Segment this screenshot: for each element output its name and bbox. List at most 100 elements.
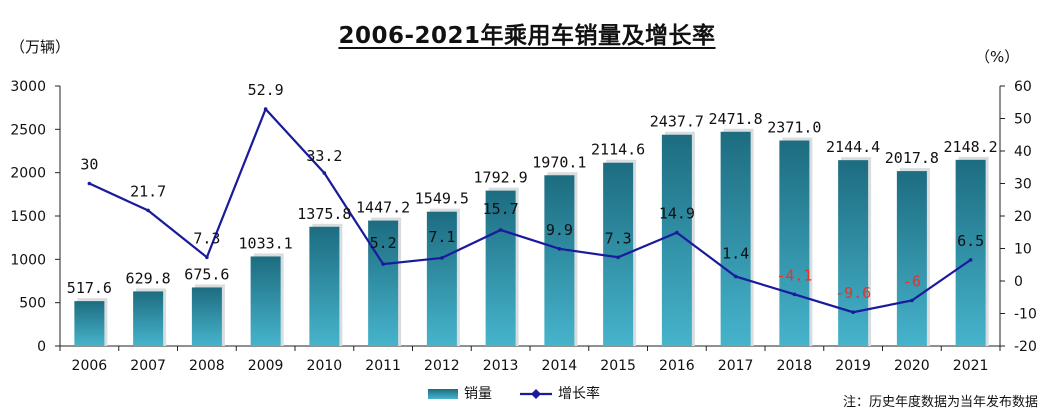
line-value-label: -6: [903, 273, 921, 291]
bar: [955, 159, 986, 346]
bar-value-label: 1792.9: [474, 169, 528, 187]
x-tick-label: 2019: [835, 358, 871, 374]
bar: [779, 140, 810, 346]
growth-point: [675, 230, 679, 235]
x-tick-label: 2010: [307, 358, 343, 374]
bar: [133, 291, 164, 346]
line-value-label: 5.2: [370, 234, 397, 252]
y-right-tick-label: 20: [1014, 209, 1032, 225]
bar-value-label: 2471.8: [709, 110, 763, 128]
line-value-label: 21.7: [130, 182, 166, 200]
line-series: [87, 107, 973, 315]
bar: [191, 287, 222, 346]
y-left-tick-label: 500: [19, 296, 46, 312]
legend-line-marker: [531, 389, 541, 399]
x-tick-label: 2008: [189, 358, 225, 374]
bar-value-label: 2017.8: [885, 149, 939, 167]
growth-point: [381, 262, 385, 266]
growth-point: [733, 274, 738, 279]
x-tick-label: 2017: [718, 358, 754, 374]
growth-point: [205, 255, 209, 260]
bar-value-label: 675.6: [184, 265, 229, 283]
bar-value-label: 1447.2: [356, 199, 410, 217]
y-right-tick-label: 40: [1014, 144, 1032, 160]
y-right-tick-label: 10: [1014, 242, 1032, 258]
y-right-tick-label: -10: [1014, 307, 1037, 323]
y-right-tick-label: 60: [1014, 79, 1032, 95]
bar: [74, 301, 105, 346]
y-left-tick-label: 2000: [10, 166, 46, 182]
line-value-label: 7.3: [193, 229, 220, 247]
y-left-tick-label: 1500: [10, 209, 46, 225]
bar-value-label: 2144.4: [826, 138, 880, 156]
bar: [544, 175, 575, 346]
bar: [720, 131, 751, 346]
bar: [896, 171, 927, 346]
growth-point: [792, 292, 797, 297]
bar-series: [74, 128, 989, 346]
y-left-tick-label: 1000: [10, 252, 46, 268]
x-tick-label: 2018: [777, 358, 813, 374]
line-value-label: 15.7: [483, 200, 519, 218]
x-tick-label: 2012: [424, 358, 460, 374]
footnote: 注：历史年度数据为当年发布数据: [842, 395, 1038, 410]
line-value-label: 30: [80, 156, 98, 174]
growth-point: [440, 256, 444, 260]
x-tick-label: 2006: [72, 358, 108, 374]
line-value-label: 9.9: [546, 221, 573, 239]
y-left-unit: （万辆）: [10, 38, 70, 56]
line-value-label: 14.9: [659, 205, 695, 223]
bar-value-label: 1549.5: [415, 190, 469, 208]
bar: [603, 162, 634, 346]
bar: [309, 226, 340, 346]
growth-point: [851, 310, 855, 315]
growth-point: [498, 228, 503, 232]
bar-value-label: 1375.8: [297, 205, 351, 223]
growth-point: [322, 171, 327, 175]
bar: [368, 220, 399, 346]
line-value-label: 1.4: [722, 244, 749, 262]
x-tick-label: 2014: [542, 358, 578, 374]
line-value-label: 52.9: [248, 81, 284, 99]
bar-value-label: 1970.1: [532, 153, 586, 171]
y-right-unit: （%）: [975, 48, 1019, 66]
bar: [250, 256, 281, 346]
legend: 销量 增长率: [428, 385, 600, 402]
x-tick-label: 2011: [365, 358, 401, 374]
growth-point: [87, 181, 92, 186]
bar: [838, 160, 869, 346]
bar-value-label: 2437.7: [650, 113, 704, 131]
legend-bar-swatch: [428, 389, 458, 399]
growth-line: [88, 107, 972, 314]
line-value-label: 6.5: [957, 232, 984, 250]
growth-point: [968, 258, 973, 262]
y-right-tick-label: 0: [1014, 274, 1023, 290]
bar-value-label: 2371.0: [767, 119, 821, 137]
x-tick-label: 2009: [248, 358, 284, 374]
y-right-tick-label: 50: [1014, 112, 1032, 128]
growth-point: [146, 208, 150, 213]
x-tick-label: 2016: [659, 358, 695, 374]
bar: [485, 190, 516, 346]
bar-value-label: 1033.1: [239, 234, 293, 252]
y-right-tick-label: 30: [1014, 177, 1032, 193]
line-value-label: -4.1: [776, 266, 812, 284]
x-tick-label: 2015: [600, 358, 636, 374]
legend-bar-label: 销量: [464, 386, 492, 402]
x-tick-label: 2020: [894, 358, 930, 374]
x-tick-label: 2007: [130, 358, 166, 374]
y-right-tick-label: -20: [1014, 339, 1037, 355]
chart-title: 2006-2021年乘用车销量及增长率: [338, 23, 716, 49]
line-value-label: 7.3: [605, 229, 632, 247]
growth-point: [616, 255, 620, 260]
y-left-tick-label: 2500: [10, 122, 46, 138]
bar-value-label: 517.6: [67, 279, 112, 297]
bar-value-label: 2148.2: [944, 138, 998, 156]
bar: [426, 211, 457, 346]
x-tick-label: 2021: [953, 358, 989, 374]
growth-point: [557, 247, 562, 251]
bar-value-label: 2114.6: [591, 141, 645, 159]
bar-value-label: 629.8: [126, 269, 171, 287]
legend-line-label: 增长率: [558, 385, 600, 402]
